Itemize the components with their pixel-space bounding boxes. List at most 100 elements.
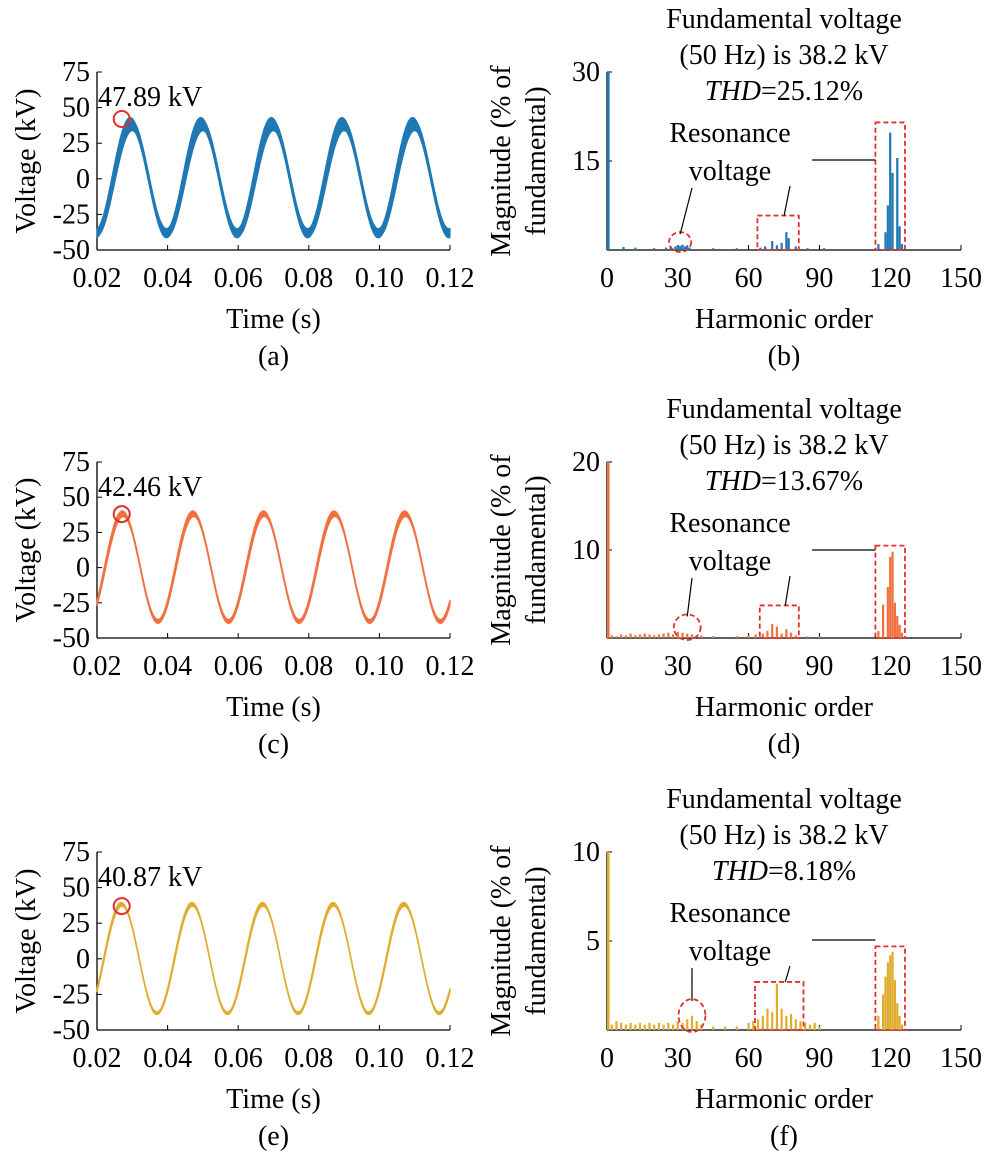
x-tick-label: 0.06 xyxy=(214,263,263,294)
x-tick-label: 90 xyxy=(805,263,833,294)
harmonic-bar xyxy=(657,634,661,638)
harmonic-highlight-box xyxy=(754,981,805,1031)
harmonic-bar xyxy=(789,632,793,638)
peak-annotation: 42.46 kV xyxy=(98,472,202,503)
harmonic-bar xyxy=(775,983,779,1030)
harmonic-bar xyxy=(610,1024,613,1030)
harmonic-bar xyxy=(686,633,689,638)
harmonic-bar xyxy=(886,586,889,638)
y-tick-label: 75 xyxy=(62,447,90,478)
harmonic-bar xyxy=(886,962,889,1030)
harmonic-bar xyxy=(747,635,750,638)
resonance-label-line1: Resonance xyxy=(669,118,790,149)
y-tick-label: 0 xyxy=(76,164,90,195)
harmonic-bar xyxy=(780,1008,783,1030)
waveform-line xyxy=(96,117,451,239)
harmonic-bar xyxy=(712,248,715,250)
peak-annotation: 47.89 kV xyxy=(98,82,202,113)
y-axis-label-line1: Magnitude (% of xyxy=(486,845,517,1037)
x-tick-label: 150 xyxy=(940,1043,982,1074)
harmonic-bar xyxy=(882,604,885,638)
x-tick-label: 0.10 xyxy=(355,263,404,294)
harmonic-bar xyxy=(643,1024,646,1030)
y-tick-label: 25 xyxy=(62,517,90,548)
x-tick-label: 120 xyxy=(869,1043,911,1074)
waveform-line xyxy=(96,510,451,624)
harmonic-bar xyxy=(686,245,689,250)
x-tick-label: 60 xyxy=(735,1043,763,1074)
harmonic-bar xyxy=(756,1019,760,1030)
y-axis-label-line2: fundamental) xyxy=(521,86,552,235)
x-tick-label: 0.10 xyxy=(355,1043,404,1074)
harmonic-bar xyxy=(679,245,682,250)
panel-label: (f) xyxy=(770,1121,798,1152)
waveform-line xyxy=(96,901,451,1016)
harmonic-bar xyxy=(690,634,694,638)
y-tick-label: 10 xyxy=(572,535,600,566)
harmonic-highlight-box xyxy=(874,945,906,1031)
harmonic-bar xyxy=(771,241,774,250)
leader-line-ellipse xyxy=(686,577,693,617)
y-axis-label-line1: Magnitude (% of xyxy=(486,454,517,646)
harmonic-bar xyxy=(624,1024,627,1030)
harmonic-bar xyxy=(688,247,691,250)
x-axis-label: Time (s) xyxy=(226,304,321,335)
peak-annotation: 40.87 kV xyxy=(98,862,202,893)
harmonic-bar xyxy=(806,636,809,638)
harmonic-bar xyxy=(794,246,797,250)
y-tick-label: -50 xyxy=(53,1015,90,1046)
harmonic-bar xyxy=(657,1022,661,1030)
harmonic-bar xyxy=(889,955,892,1030)
chart-title-line2: (50 Hz) is 38.2 kV xyxy=(679,40,888,71)
x-tick-label: 0.06 xyxy=(214,1043,263,1074)
harmonic-bar xyxy=(771,1012,774,1030)
x-tick-label: 30 xyxy=(664,263,692,294)
harmonic-bar xyxy=(607,852,610,1030)
x-tick-label: 60 xyxy=(735,263,763,294)
x-tick-label: 0.10 xyxy=(355,651,404,682)
chart-title-line2: (50 Hz) is 38.2 kV xyxy=(679,430,888,461)
y-tick-label: 5 xyxy=(586,926,600,957)
harmonic-bar xyxy=(638,634,642,638)
harmonic-bar xyxy=(891,551,894,638)
harmonic-bar xyxy=(775,626,779,638)
harmonic-bar xyxy=(896,1003,899,1030)
harmonic-bar xyxy=(735,1026,738,1030)
harmonic-bar xyxy=(723,1026,727,1030)
y-tick-label: 50 xyxy=(62,482,90,513)
x-tick-label: 0.06 xyxy=(214,651,263,682)
harmonic-bar xyxy=(889,132,892,250)
harmonic-bar xyxy=(818,636,821,638)
resonance-label-line2: voltage xyxy=(689,546,771,577)
chart-d: 0 30 60 90 120 150 20 10 Harmonic order (d) Magnit… xyxy=(486,394,982,760)
harmonic-bar xyxy=(877,630,880,638)
harmonic-bar xyxy=(747,1022,750,1030)
x-axis-label: Harmonic order xyxy=(695,1084,874,1115)
harmonic-bar xyxy=(761,633,764,638)
harmonic-bar xyxy=(806,248,809,250)
harmonic-bar xyxy=(898,1015,901,1030)
x-tick-label: 150 xyxy=(940,263,982,294)
panel-label: (c) xyxy=(258,729,289,760)
harmonic-bar xyxy=(898,624,901,638)
harmonic-bar xyxy=(735,636,738,638)
x-tick-label: 0.04 xyxy=(143,263,192,294)
x-tick-label: 120 xyxy=(869,651,911,682)
harmonic-bar xyxy=(676,631,679,638)
x-axis-label: Time (s) xyxy=(226,692,321,723)
harmonic-highlight-box xyxy=(874,121,906,251)
y-axis-label: Voltage (kV) xyxy=(11,478,42,623)
thd-value: =8.18% xyxy=(768,856,856,887)
harmonic-bar xyxy=(667,632,670,638)
harmonic-bar xyxy=(891,172,894,250)
x-tick-label: 0.08 xyxy=(284,651,333,682)
harmonic-bar xyxy=(622,247,625,250)
resonance-highlight-ellipse xyxy=(677,998,707,1033)
harmonic-bar xyxy=(813,1022,816,1030)
chart-title-line1: Fundamental voltage xyxy=(666,784,902,815)
thd-value: =13.67% xyxy=(761,466,863,497)
leader-line-mid xyxy=(784,965,791,983)
harmonic-bar xyxy=(653,248,656,250)
harmonic-bar xyxy=(794,1019,797,1030)
